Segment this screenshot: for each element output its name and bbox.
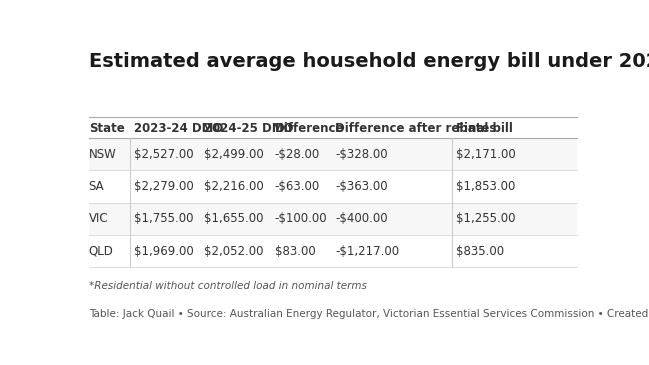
Text: Final bill: Final bill xyxy=(456,123,513,135)
Text: -$1,217.00: -$1,217.00 xyxy=(335,245,399,258)
Text: $2,499.00: $2,499.00 xyxy=(204,147,264,161)
Text: 2023-24 DMO: 2023-24 DMO xyxy=(134,123,223,135)
Text: Difference after rebates: Difference after rebates xyxy=(335,123,496,135)
Text: $1,853.00: $1,853.00 xyxy=(456,180,515,193)
Text: -$363.00: -$363.00 xyxy=(335,180,387,193)
Text: -$400.00: -$400.00 xyxy=(335,212,387,225)
Bar xyxy=(89,138,576,170)
Text: *Residential without controlled load in nominal terms: *Residential without controlled load in … xyxy=(89,281,367,291)
Text: $2,527.00: $2,527.00 xyxy=(134,147,193,161)
Text: SA: SA xyxy=(89,180,104,193)
Text: $2,052.00: $2,052.00 xyxy=(204,245,264,258)
Text: $1,255.00: $1,255.00 xyxy=(456,212,515,225)
Text: $1,655.00: $1,655.00 xyxy=(204,212,264,225)
Text: Estimated average household energy bill under 2024-25 DMO: Estimated average household energy bill … xyxy=(89,52,649,71)
Text: $2,171.00: $2,171.00 xyxy=(456,147,515,161)
Bar xyxy=(89,235,576,267)
Text: State: State xyxy=(89,123,125,135)
Text: Table: Jack Quail • Source: Australian Energy Regulator, Victorian Essential Ser: Table: Jack Quail • Source: Australian E… xyxy=(89,310,649,319)
Text: 2024-25 DMO: 2024-25 DMO xyxy=(204,123,294,135)
Text: -$100.00: -$100.00 xyxy=(275,212,327,225)
Text: $835.00: $835.00 xyxy=(456,245,504,258)
Text: $2,216.00: $2,216.00 xyxy=(204,180,264,193)
Text: NSW: NSW xyxy=(89,147,116,161)
Text: Difference: Difference xyxy=(275,123,344,135)
Text: $1,969.00: $1,969.00 xyxy=(134,245,193,258)
Text: $83.00: $83.00 xyxy=(275,245,315,258)
Text: VIC: VIC xyxy=(89,212,108,225)
Text: $1,755.00: $1,755.00 xyxy=(134,212,193,225)
Text: -$28.00: -$28.00 xyxy=(275,147,320,161)
Bar xyxy=(89,170,576,203)
Text: $2,279.00: $2,279.00 xyxy=(134,180,193,193)
Text: -$328.00: -$328.00 xyxy=(335,147,387,161)
Text: -$63.00: -$63.00 xyxy=(275,180,320,193)
Bar xyxy=(89,203,576,235)
Text: QLD: QLD xyxy=(89,245,114,258)
